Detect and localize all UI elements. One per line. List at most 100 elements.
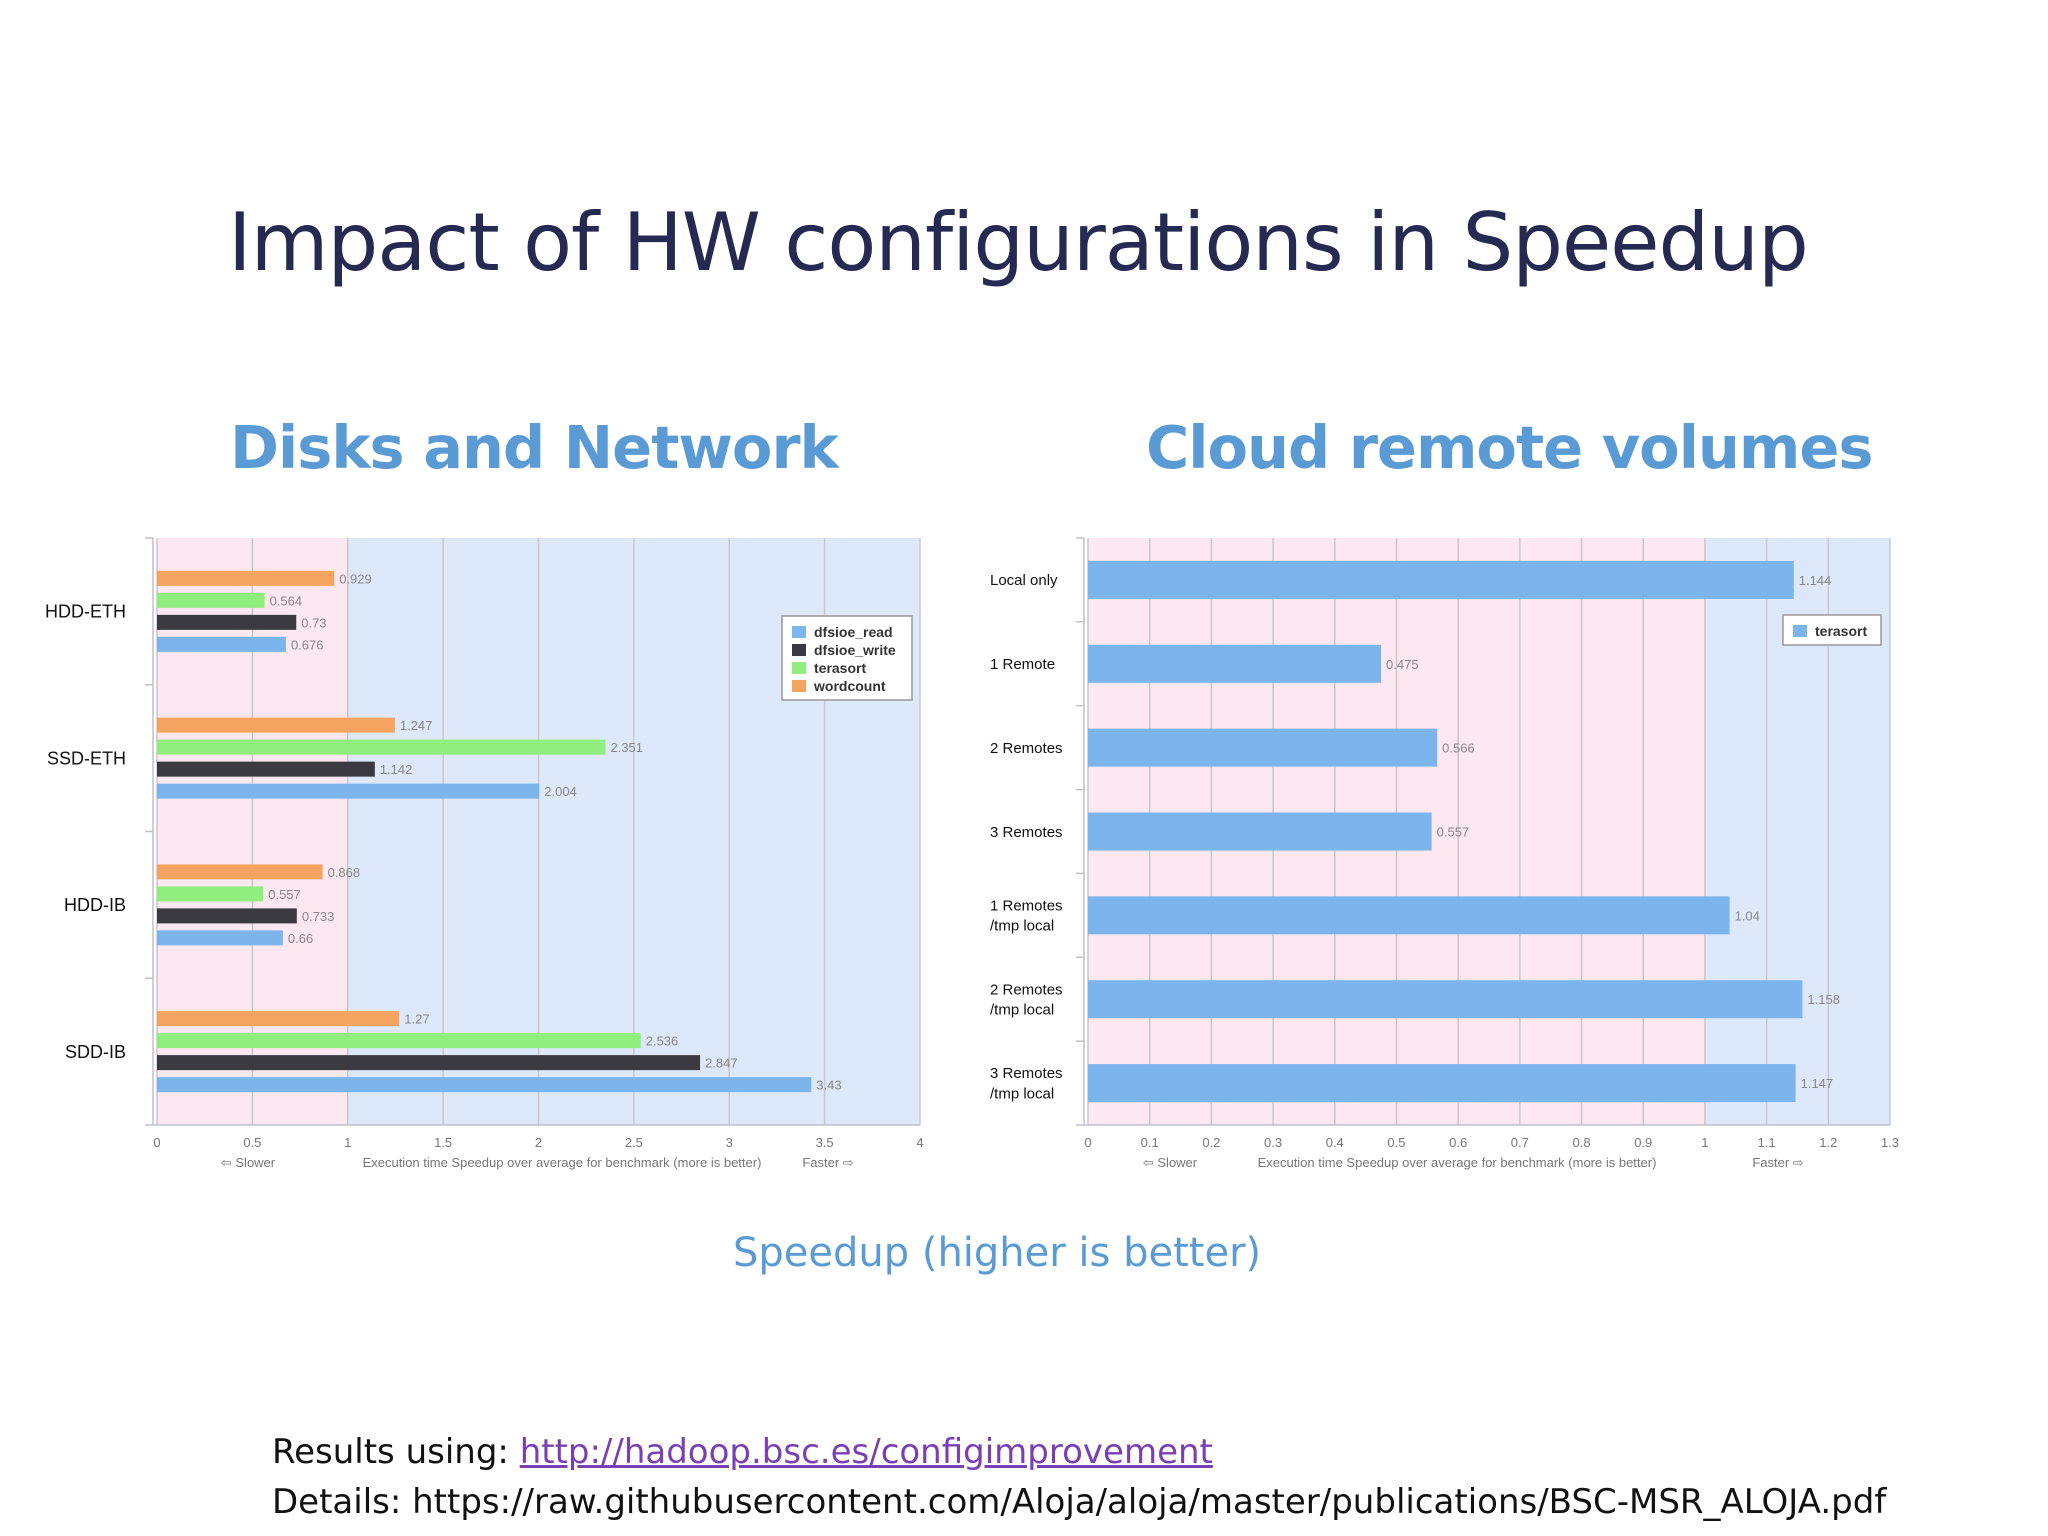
bar-dfsioe_write	[157, 614, 297, 630]
category-label: 3 Remotes	[990, 1065, 1063, 1082]
bar-terasort	[1088, 812, 1432, 851]
x-tick-label: 1.5	[434, 1135, 452, 1150]
disks-network-chart: 0 0.5 1 1.5 2 2.5 3 3.5 4 HDD-ETH 0.929 0.564 0.73 0.…	[20, 530, 930, 1190]
category-label: /tmp local	[990, 918, 1054, 935]
results-label: Results using:	[272, 1432, 520, 1472]
x-tick-label: 0.7	[1511, 1135, 1529, 1150]
category-label: 2 Remotes	[990, 981, 1063, 998]
bar-wordcount	[157, 1011, 400, 1027]
value-label: 3.43	[816, 1078, 841, 1093]
x-tick-label: 0.2	[1202, 1135, 1220, 1150]
category-label: /tmp local	[990, 1085, 1054, 1102]
x-tick-label: 0.3	[1264, 1135, 1282, 1150]
cloud-volumes-chart: 0 0.1 0.2 0.3 0.4 0.5 0.6 0.7 0.8 0.9 1 1.1 1.2 1.3 Lo…	[970, 530, 1910, 1190]
value-label: 0.566	[1442, 741, 1475, 756]
value-label: 2.847	[705, 1056, 738, 1071]
value-label: 0.733	[302, 909, 335, 924]
x-tick-label: 1.2	[1819, 1135, 1837, 1150]
x-tick-label: 0	[1084, 1135, 1091, 1150]
x-axis-title: Execution time Speedup over average for …	[1258, 1155, 1657, 1170]
value-label: 0.66	[288, 931, 313, 946]
category-label: HDD-ETH	[45, 602, 126, 622]
bar-terasort	[157, 739, 606, 755]
x-tick-label: 0.8	[1572, 1135, 1590, 1150]
x-tick-label: 0.9	[1634, 1135, 1652, 1150]
value-label: 1.247	[400, 718, 433, 733]
x-tick-label: 0	[153, 1135, 160, 1150]
slower-label: ⇦ Slower	[1143, 1155, 1198, 1170]
slide-title: Impact of HW configurations in Speedup	[228, 196, 1809, 289]
category-label: /tmp local	[990, 1002, 1054, 1019]
category-label: Local only	[990, 572, 1058, 589]
value-label: 0.557	[268, 887, 301, 902]
results-line: Results using: http://hadoop.bsc.es/conf…	[272, 1432, 1213, 1472]
x-tick-label: 1	[344, 1135, 351, 1150]
speedup-caption: Speedup (higher is better)	[733, 1230, 1262, 1276]
bar-terasort	[1088, 560, 1794, 599]
value-label: 0.73	[301, 615, 326, 630]
bar-terasort	[1088, 896, 1730, 935]
bar-dfsioe_read	[157, 930, 283, 946]
faster-label: Faster ⇨	[802, 1155, 853, 1170]
value-label: 1.144	[1799, 573, 1832, 588]
bar-dfsioe_read	[157, 636, 286, 652]
x-tick-label: 0.1	[1141, 1135, 1159, 1150]
value-label: 1.04	[1735, 908, 1760, 923]
bar-wordcount	[157, 864, 323, 880]
legend-swatch	[792, 662, 806, 674]
bar-dfsioe_write	[157, 908, 297, 924]
value-label: 1.147	[1801, 1076, 1834, 1091]
value-label: 2.351	[610, 740, 643, 755]
legend-label: terasort	[1815, 623, 1867, 639]
legend-swatch	[792, 644, 806, 656]
x-tick-label: 1	[1701, 1135, 1708, 1150]
results-link[interactable]: http://hadoop.bsc.es/configimprovement	[519, 1432, 1213, 1472]
legend-swatch	[792, 680, 806, 692]
slower-label: ⇦ Slower	[221, 1155, 276, 1170]
legend-label: dfsioe_read	[814, 624, 893, 640]
x-tick-label: 1.3	[1881, 1135, 1899, 1150]
bar-terasort	[1088, 980, 1803, 1019]
legend: dfsioe_read dfsioe_write terasort wordcount	[781, 615, 913, 701]
x-tick-label: 0.6	[1449, 1135, 1467, 1150]
disks-network-chart-svg: 0 0.5 1 1.5 2 2.5 3 3.5 4 HDD-ETH 0.929 0.564 0.73 0.…	[45, 537, 924, 1170]
category-label: SDD-IB	[65, 1042, 126, 1062]
category-label: HDD-IB	[64, 895, 126, 915]
left-heading: Disks and Network	[230, 413, 839, 482]
category-label: 3 Remotes	[990, 824, 1063, 841]
value-label: 1.158	[1807, 992, 1840, 1007]
legend: terasort	[1782, 614, 1882, 646]
legend-label: wordcount	[813, 678, 886, 694]
x-tick-label: 1.1	[1758, 1135, 1776, 1150]
x-tick-label: 3.5	[816, 1135, 834, 1150]
x-tick-label: 0.4	[1326, 1135, 1344, 1150]
x-tick-label: 0.5	[243, 1135, 261, 1150]
bar-terasort	[1088, 728, 1438, 767]
x-axis-title: Execution time Speedup over average for …	[363, 1155, 762, 1170]
bar-dfsioe_read	[157, 783, 540, 799]
faster-label: Faster ⇨	[1752, 1155, 1803, 1170]
bar-dfsioe_write	[157, 761, 375, 777]
value-label: 0.929	[339, 571, 372, 586]
x-tick-label: 4	[916, 1135, 923, 1150]
legend-label: terasort	[814, 660, 866, 676]
x-tick-label: 0.5	[1387, 1135, 1405, 1150]
x-tick-label: 2.5	[625, 1135, 643, 1150]
value-label: 0.564	[270, 593, 303, 608]
legend-swatch	[1793, 625, 1807, 637]
legend-label: dfsioe_write	[814, 642, 896, 658]
bar-terasort	[1088, 1064, 1796, 1103]
bar-terasort	[157, 1033, 641, 1049]
category-label: 1 Remotes	[990, 897, 1063, 914]
bar-wordcount	[157, 570, 335, 586]
bar-terasort	[157, 592, 265, 608]
x-tick-label: 3	[726, 1135, 733, 1150]
value-label: 2.004	[544, 784, 577, 799]
x-tick-label: 2	[535, 1135, 542, 1150]
value-label: 0.557	[1437, 825, 1470, 840]
cloud-volumes-chart-svg: 0 0.1 0.2 0.3 0.4 0.5 0.6 0.7 0.8 0.9 1 1.1 1.2 1.3 Lo…	[990, 537, 1899, 1170]
value-label: 0.868	[328, 865, 361, 880]
value-label: 0.676	[291, 637, 324, 652]
bar-dfsioe_write	[157, 1055, 701, 1071]
value-label: 1.27	[404, 1012, 429, 1027]
